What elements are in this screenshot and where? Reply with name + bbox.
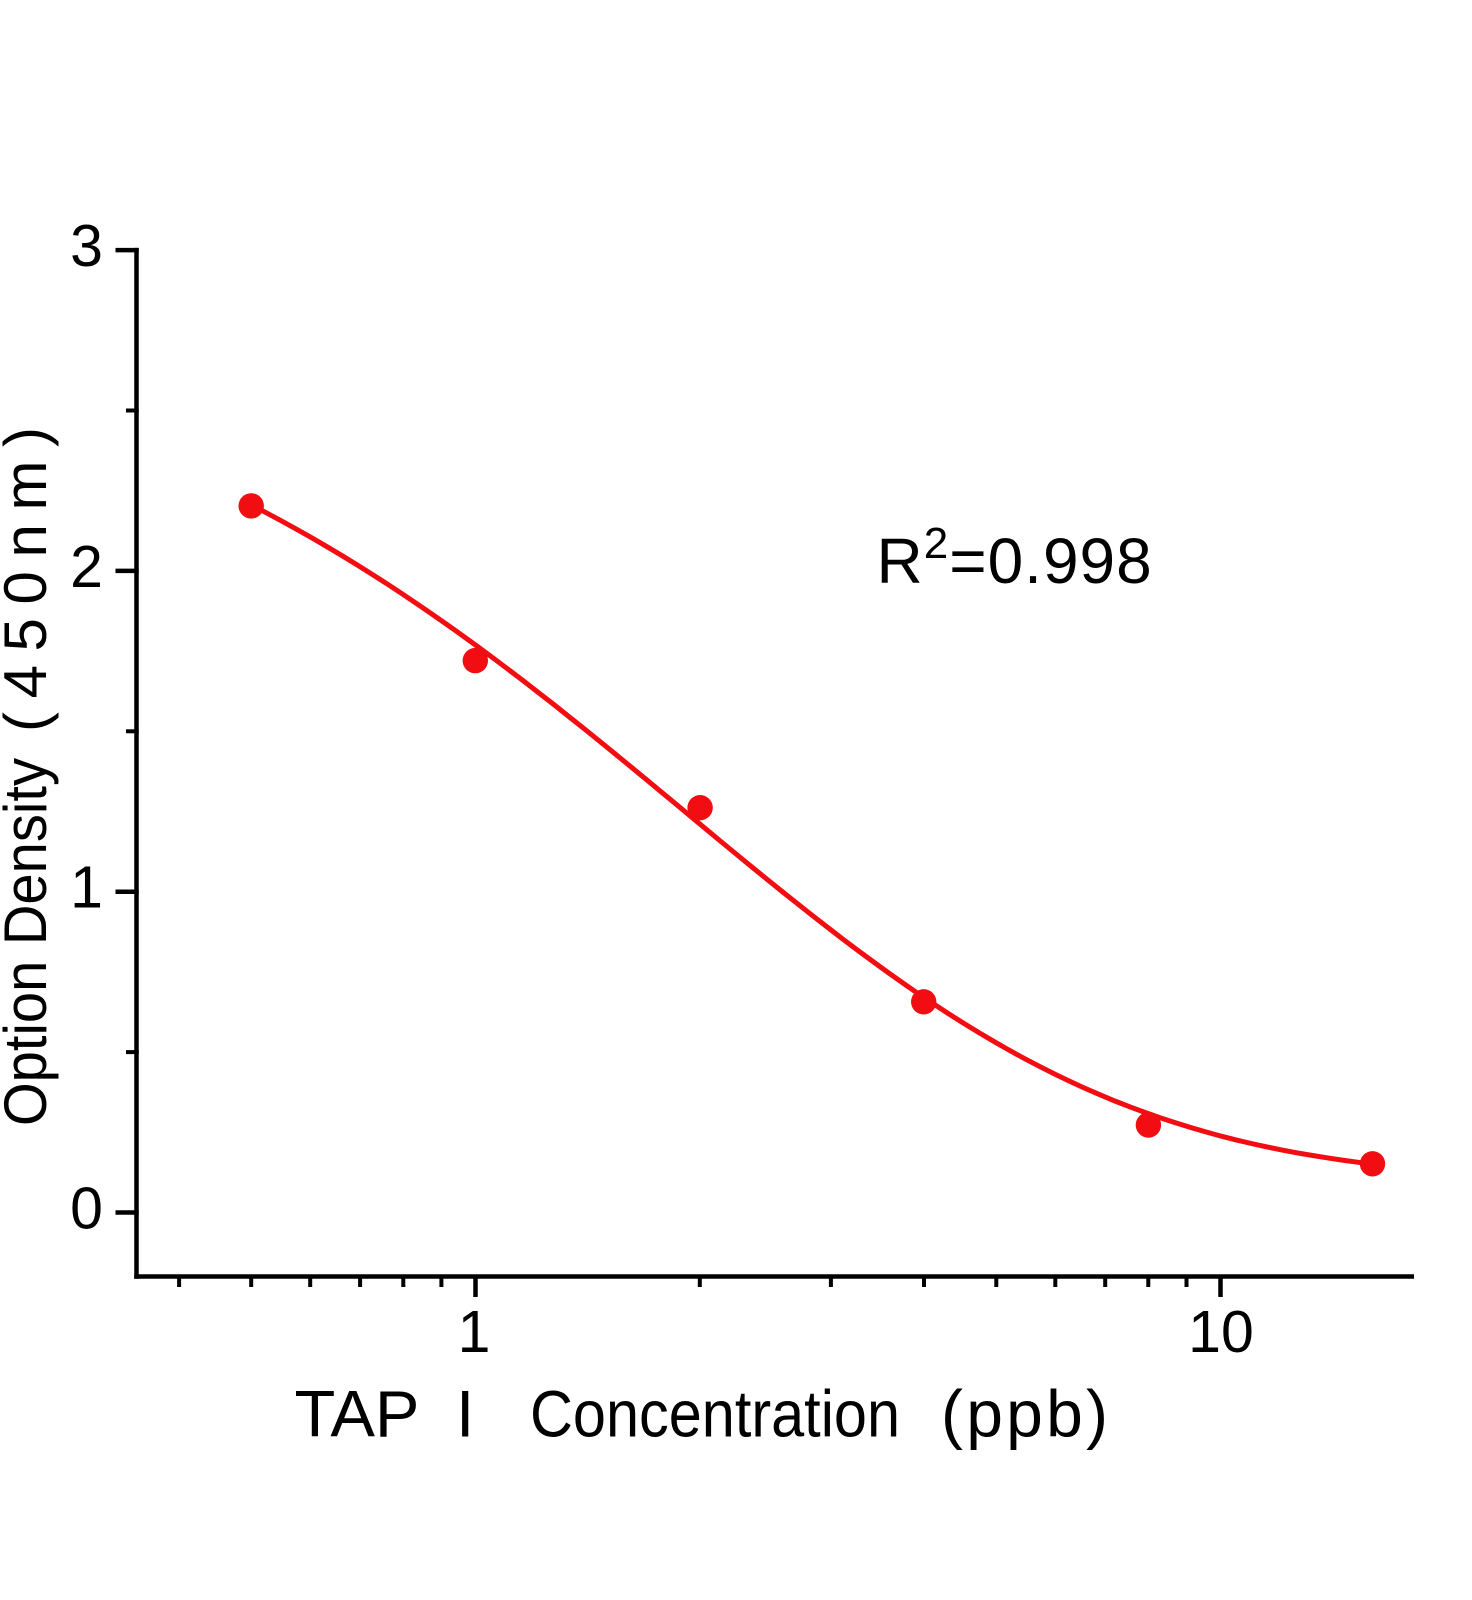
svg-text:Concentration: Concentration (530, 1377, 900, 1451)
svg-text:2: 2 (70, 534, 103, 600)
svg-text:R2=0.998: R2=0.998 (877, 519, 1153, 597)
svg-text:1: 1 (70, 855, 103, 921)
svg-text:10: 10 (1188, 1299, 1254, 1365)
svg-text:I: I (456, 1377, 474, 1451)
svg-text:0: 0 (70, 1176, 103, 1242)
svg-text:Option Density: Option Density (0, 758, 59, 1126)
svg-text:TAP: TAP (295, 1377, 420, 1451)
svg-text:(ppb): (ppb) (941, 1377, 1108, 1451)
svg-text:(450nm): (450nm) (0, 427, 59, 732)
svg-text:3: 3 (70, 213, 103, 279)
svg-text:1: 1 (458, 1299, 491, 1365)
